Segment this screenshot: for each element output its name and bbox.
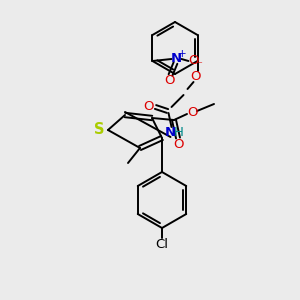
Text: S: S	[94, 122, 104, 136]
Text: H: H	[174, 125, 184, 139]
Text: ⁻: ⁻	[196, 60, 202, 70]
Text: O: O	[188, 55, 199, 68]
Text: N: N	[171, 52, 182, 64]
Text: O: O	[164, 74, 175, 88]
Text: O: O	[143, 100, 154, 113]
Text: Cl: Cl	[155, 238, 169, 251]
Text: O: O	[174, 139, 184, 152]
Text: O: O	[190, 70, 201, 83]
Text: +: +	[178, 49, 187, 59]
Text: N: N	[165, 125, 176, 139]
Text: O: O	[187, 106, 197, 118]
